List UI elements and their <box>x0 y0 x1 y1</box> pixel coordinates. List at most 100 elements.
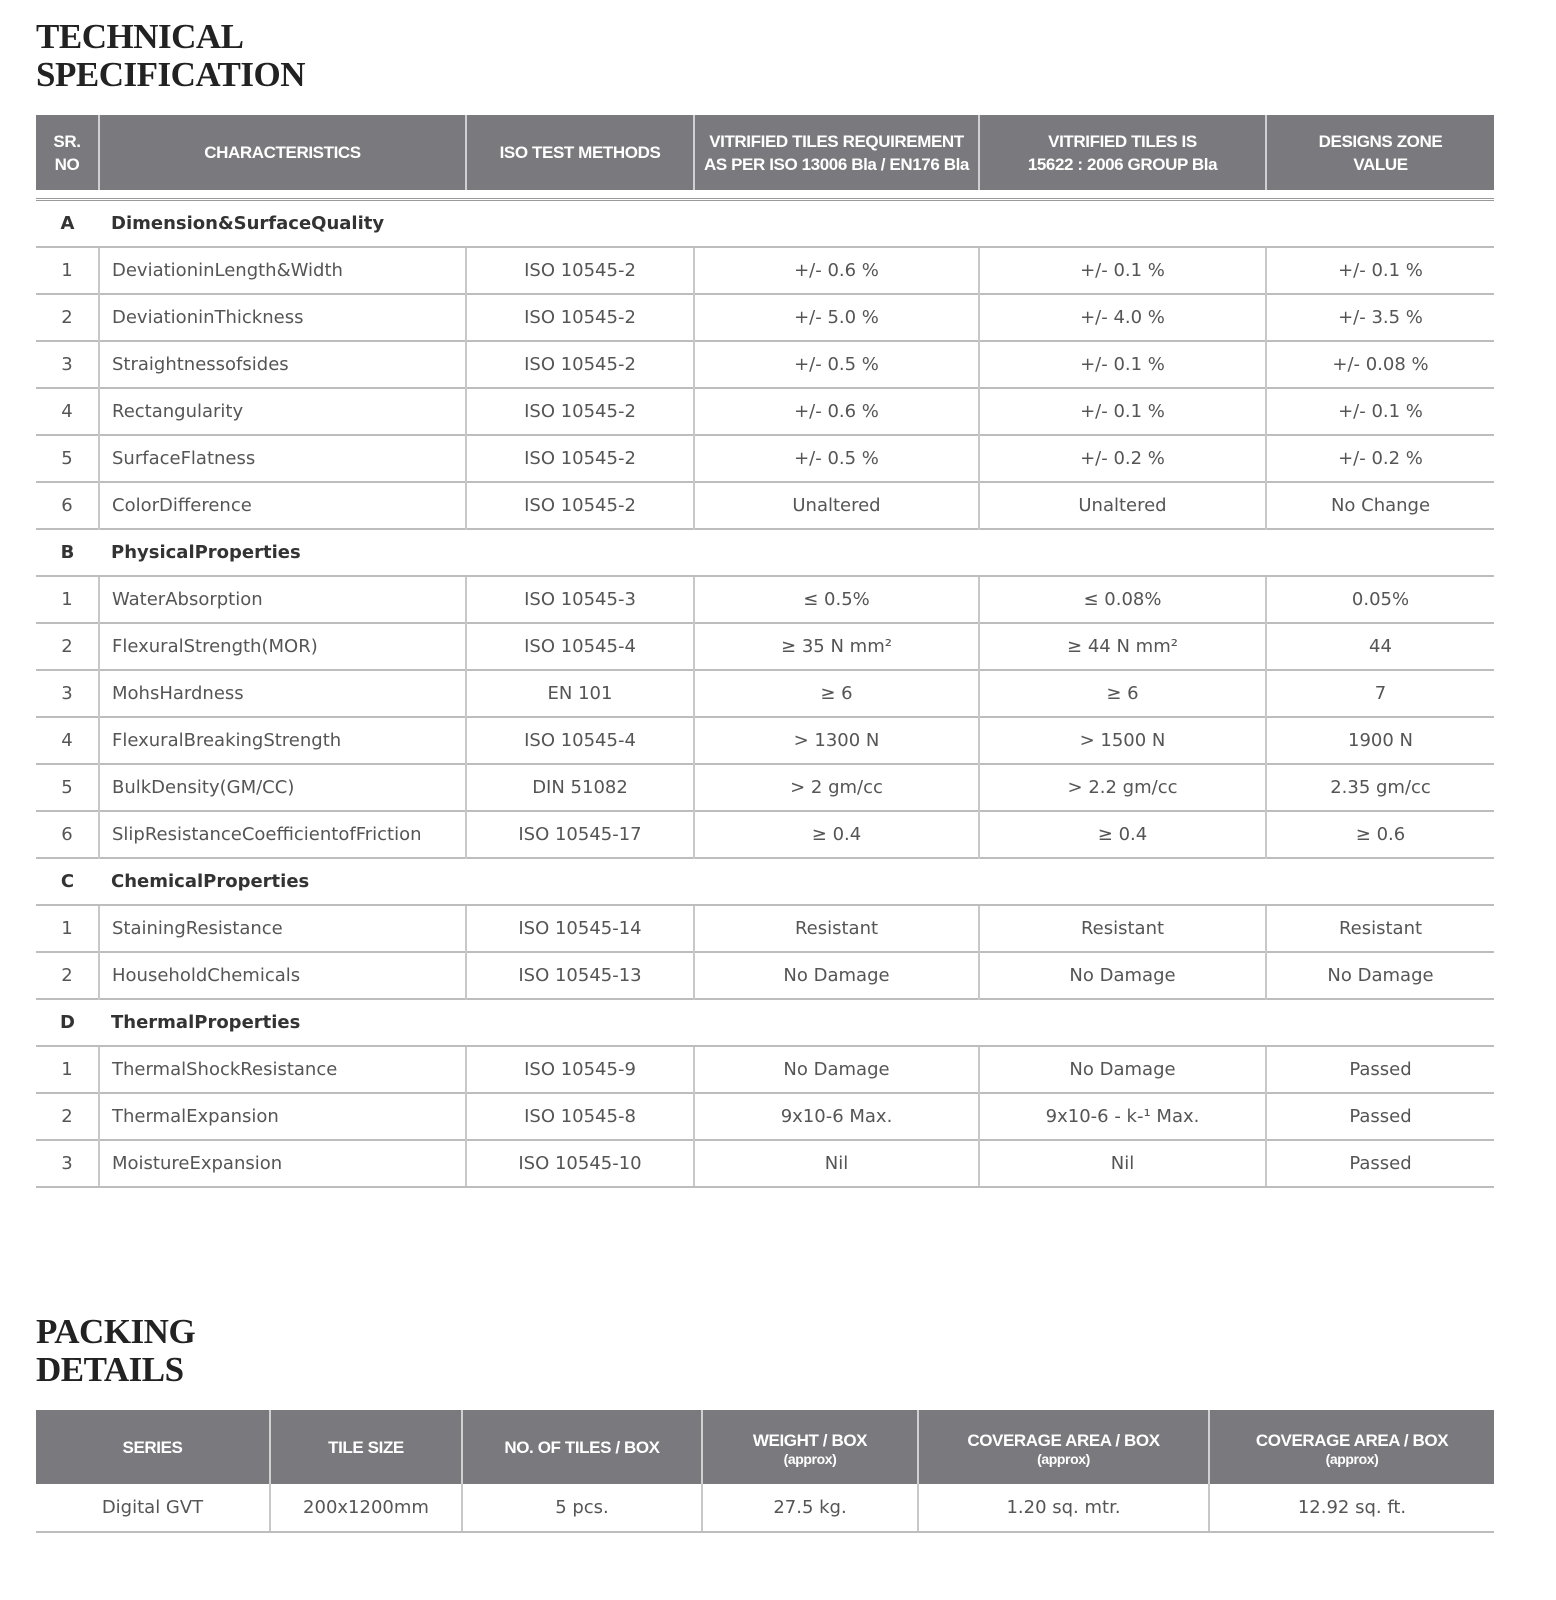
technical-specification-table: SR. NO CHARACTERISTICS ISO TEST METHODS VITR… <box>36 115 1494 1188</box>
column-header: NO. OF TILES / BOX <box>461 1410 702 1484</box>
characteristic: MohsHardness <box>98 669 466 717</box>
designs-zone-value: Passed <box>1265 1092 1494 1140</box>
iso-requirement: ≥ 0.4 <box>693 810 979 858</box>
designs-zone-value: Passed <box>1265 1045 1494 1093</box>
designs-zone-value: 1900 N <box>1265 716 1494 764</box>
is-requirement: +/- 4.0 % <box>978 293 1266 341</box>
is-requirement: +/- 0.1 % <box>978 340 1266 388</box>
test-method: DIN 51082 <box>465 763 694 811</box>
table-row: 2 ThermalExpansion ISO 10545-8 9x10-6 Max. 9… <box>36 1092 1494 1140</box>
column-header: SR. NO <box>36 115 99 190</box>
is-requirement: Nil <box>978 1139 1266 1188</box>
packing-details-table: SERIES TILE SIZE NO. OF TILES / BOX WEIGHT … <box>36 1410 1494 1533</box>
test-method: ISO 10545-2 <box>465 293 694 341</box>
header-divider <box>36 190 1494 201</box>
section-name: ChemicalProperties <box>99 857 1494 905</box>
column-header-line1: VITRIFIED TILES IS <box>1048 131 1197 151</box>
column-header-line2: 15622 : 2006 GROUP Bla <box>1027 154 1218 174</box>
tiles-per-box: 5 pcs. <box>461 1484 702 1533</box>
is-requirement: No Damage <box>978 951 1266 999</box>
section-id: B <box>36 528 99 576</box>
designs-zone-value: +/- 0.1 % <box>1265 387 1494 435</box>
characteristic: WaterAbsorption <box>98 575 466 623</box>
iso-requirement: +/- 0.6 % <box>693 246 979 294</box>
test-method: ISO 10545-8 <box>465 1092 694 1140</box>
column-header-line1: WEIGHT / BOX <box>752 1430 868 1450</box>
column-header: COVERAGE AREA / BOX (approx) <box>1208 1410 1494 1484</box>
is-requirement: ≥ 44 N mm² <box>978 622 1266 670</box>
test-method: EN 101 <box>465 669 694 717</box>
table-row: 6 SlipResistanceCoefficientofFriction ISO … <box>36 810 1494 858</box>
characteristic: Straightnessofsides <box>98 340 466 388</box>
table-row: 1 WaterAbsorption ISO 10545-3 ≤ 0.5% ≤ 0.08%… <box>36 575 1494 623</box>
designs-zone-value: +/- 0.08 % <box>1265 340 1494 388</box>
characteristic: ThermalShockResistance <box>98 1045 466 1093</box>
designs-zone-value: No Damage <box>1265 951 1494 999</box>
tile-size: 200x1200mm <box>269 1484 462 1533</box>
table-row: 4 FlexuralBreakingStrength ISO 10545-4 > 13… <box>36 716 1494 764</box>
designs-zone-value: +/- 0.1 % <box>1265 246 1494 294</box>
column-header-line2: (approx) <box>1037 1450 1090 1467</box>
sr-no: 6 <box>36 810 99 858</box>
characteristic: BulkDensity(GM/CC) <box>98 763 466 811</box>
coverage-sqft: 12.92 sq. ft. <box>1208 1484 1494 1533</box>
iso-requirement: > 1300 N <box>693 716 979 764</box>
sr-no: 6 <box>36 481 99 529</box>
column-header: TILE SIZE <box>269 1410 462 1484</box>
column-header-line2: NO <box>54 154 80 174</box>
section-name: PhysicalProperties <box>99 528 1494 576</box>
column-header: WEIGHT / BOX (approx) <box>701 1410 918 1484</box>
sr-no: 2 <box>36 1092 99 1140</box>
is-requirement: ≥ 6 <box>978 669 1266 717</box>
is-requirement: Resistant <box>978 904 1266 952</box>
column-header-line2: (approx) <box>783 1450 837 1467</box>
iso-requirement: > 2 gm/cc <box>693 763 979 811</box>
section-row: B PhysicalProperties <box>36 528 1494 576</box>
test-method: ISO 10545-4 <box>465 716 694 764</box>
characteristic: Rectangularity <box>98 387 466 435</box>
sr-no: 2 <box>36 951 99 999</box>
column-header: ISO TEST METHODS <box>465 115 694 190</box>
table-row: 2 FlexuralStrength(MOR) ISO 10545-4 ≥ 35 N … <box>36 622 1494 670</box>
test-method: ISO 10545-10 <box>465 1139 694 1188</box>
is-requirement: +/- 0.2 % <box>978 434 1266 482</box>
is-requirement: +/- 0.1 % <box>978 387 1266 435</box>
sr-no: 1 <box>36 1045 99 1093</box>
is-requirement: ≥ 0.4 <box>978 810 1266 858</box>
designs-zone-value: ≥ 0.6 <box>1265 810 1494 858</box>
column-header-line2: AS PER ISO 13006 Bla / EN176 Bla <box>703 154 969 174</box>
sr-no: 4 <box>36 387 99 435</box>
spec-title-line2: SPECIFICATION <box>36 55 306 94</box>
table-row: Digital GVT 200x1200mm 5 pcs. 27.5 kg. 1.20 … <box>36 1484 1494 1533</box>
column-header-line1: COVERAGE AREA / BOX <box>967 1430 1160 1450</box>
designs-zone-value: Resistant <box>1265 904 1494 952</box>
column-header-line2: (approx) <box>1325 1450 1379 1467</box>
spec-title-line1: TECHNICAL <box>36 17 244 56</box>
table-row: 5 BulkDensity(GM/CC) DIN 51082 > 2 gm/cc > 2… <box>36 763 1494 811</box>
iso-requirement: Nil <box>693 1139 979 1188</box>
designs-zone-value: +/- 3.5 % <box>1265 293 1494 341</box>
is-requirement: Unaltered <box>978 481 1266 529</box>
spec-title: TECHNICAL SPECIFICATION <box>36 17 306 94</box>
table-header-row: SERIES TILE SIZE NO. OF TILES / BOX WEIGHT … <box>36 1410 1494 1484</box>
weight-per-box: 27.5 kg. <box>701 1484 918 1533</box>
characteristic: DeviationinThickness <box>98 293 466 341</box>
section-name: Dimension&SurfaceQuality <box>99 198 1494 247</box>
designs-zone-value: 0.05% <box>1265 575 1494 623</box>
sr-no: 3 <box>36 1139 99 1188</box>
test-method: ISO 10545-2 <box>465 434 694 482</box>
table-row: 1 ThermalShockResistance ISO 10545-9 No Dam… <box>36 1045 1494 1093</box>
designs-zone-value: No Change <box>1265 481 1494 529</box>
characteristic: HouseholdChemicals <box>98 951 466 999</box>
is-requirement: 9x10-6 - k-¹ Max. <box>978 1092 1266 1140</box>
designs-zone-value: +/- 0.2 % <box>1265 434 1494 482</box>
iso-requirement: No Damage <box>693 1045 979 1093</box>
divider <box>36 190 1494 201</box>
characteristic: SurfaceFlatness <box>98 434 466 482</box>
test-method: ISO 10545-4 <box>465 622 694 670</box>
sr-no: 5 <box>36 763 99 811</box>
packing-title-line1: PACKING <box>36 1312 196 1351</box>
iso-requirement: ≥ 6 <box>693 669 979 717</box>
table-header-row: SR. NO CHARACTERISTICS ISO TEST METHODS VITR… <box>36 115 1494 190</box>
